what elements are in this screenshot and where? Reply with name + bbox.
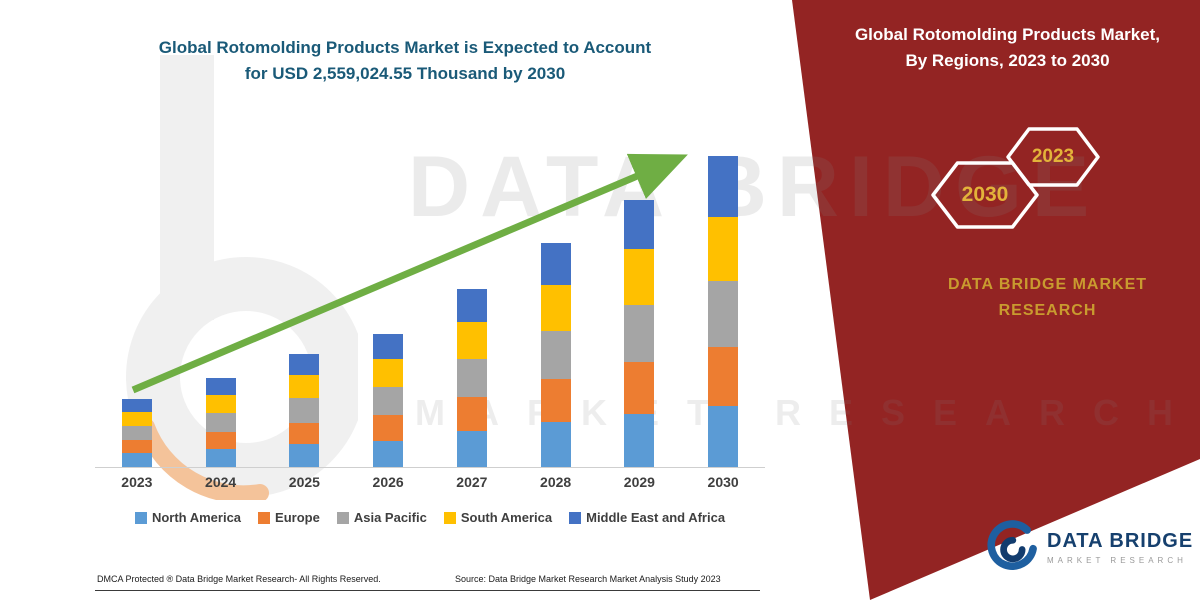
bar-segment <box>289 444 320 467</box>
bar-segment <box>205 377 236 395</box>
logo-name: DATA BRIDGE <box>1047 529 1194 552</box>
bar-column-2028 <box>514 155 598 467</box>
bar-segment <box>121 453 152 467</box>
bar-column-2027 <box>430 155 514 467</box>
panel-brand-line2: RESEARCH <box>998 302 1097 320</box>
bar-segment <box>373 440 404 467</box>
hexagon-2023-label: 2023 <box>1031 146 1075 167</box>
hexagon-2023: 2023 <box>1005 126 1101 188</box>
legend-swatch-icon <box>336 511 349 524</box>
bar-segment <box>540 422 571 467</box>
legend-item: Middle East and Africa <box>569 510 725 525</box>
bar-segment <box>121 398 152 412</box>
legend-item: South America <box>443 510 553 525</box>
bar-column-2030 <box>681 155 765 467</box>
bar-segment <box>708 346 739 407</box>
legend-swatch-icon <box>569 511 582 524</box>
legend-item: Asia Pacific <box>336 510 427 525</box>
stacked-bar-2024 <box>205 377 236 467</box>
bar-segment <box>624 413 655 467</box>
bar-column-2026 <box>346 155 430 467</box>
stacked-bar-2023 <box>121 398 152 467</box>
legend-label: Europe <box>275 510 320 525</box>
x-axis-label: 2023 <box>121 474 153 490</box>
bar-column-2025 <box>263 155 347 467</box>
source-note: Source: Data Bridge Market Research Mark… <box>455 574 721 584</box>
bar-segment <box>456 396 487 432</box>
legend-label: Asia Pacific <box>353 510 427 525</box>
legend-label: Middle East and Africa <box>586 510 726 525</box>
bar-column-2029 <box>598 155 682 467</box>
stacked-bar-2028 <box>540 243 571 467</box>
stacked-bar-2025 <box>289 354 320 467</box>
legend-swatch-icon <box>134 511 147 524</box>
chart-title-line2: for USD 2,559,024.55 Thousand by 2030 <box>244 64 566 84</box>
bar-segment <box>456 288 487 323</box>
bar-segment <box>540 243 571 285</box>
chart-legend: North America Europe Asia Pacific South Ame… <box>75 510 785 525</box>
bar-segment <box>624 361 655 414</box>
bar-column-2023 <box>95 155 179 467</box>
bar-segment <box>373 359 404 387</box>
legend-item: North America <box>134 510 242 525</box>
bar-segment <box>289 375 320 399</box>
panel-brand-line1: DATA BRIDGE MARKET <box>947 276 1148 293</box>
panel-brand-text: DATA BRIDGE MARKET RESEARCH <box>925 272 1170 325</box>
footer-divider <box>95 590 760 591</box>
x-axis-label: 2025 <box>288 474 320 490</box>
legend-swatch-icon <box>443 511 456 524</box>
bar-segment <box>708 281 739 347</box>
x-axis-label: 2029 <box>623 474 655 490</box>
hexagon-2030-label: 2030 <box>961 183 1009 206</box>
bar-segment <box>708 216 739 282</box>
bar-segment <box>456 431 487 467</box>
bar-segment <box>708 406 739 467</box>
chart-title-line1: Global Rotomolding Products Market is Ex… <box>158 38 652 57</box>
bar-segment <box>540 284 571 332</box>
logo-tagline: MARKET RESEARCH <box>1047 555 1187 565</box>
bar-segment <box>205 432 236 450</box>
bar-segment <box>289 354 320 376</box>
bar-segment <box>121 440 152 454</box>
bar-segment <box>121 425 152 441</box>
bar-segment <box>624 199 655 250</box>
bar-segment <box>456 322 487 359</box>
legend-label: North America <box>151 510 242 525</box>
bar-segment <box>373 334 404 360</box>
legend-item: Europe <box>258 510 320 525</box>
stacked-bar-2029 <box>624 199 655 467</box>
bar-segment <box>624 304 655 362</box>
x-axis-labels: 2023 2024 2025 2026 2027 2028 2029 2030 <box>95 474 765 490</box>
x-axis-label: 2024 <box>205 474 237 490</box>
stacked-bar-2026 <box>373 334 404 467</box>
data-bridge-logo: DATA BRIDGE MARKET RESEARCH <box>985 520 1193 574</box>
x-axis-label: 2026 <box>372 474 404 490</box>
stacked-bar-2030 <box>708 156 739 467</box>
bar-segment <box>540 331 571 379</box>
bar-segment <box>456 359 487 397</box>
chart-title: Global Rotomolding Products Market is Ex… <box>95 35 715 88</box>
stacked-bar-2027 <box>456 288 487 467</box>
bar-segment <box>540 378 571 423</box>
bar-segment <box>205 449 236 467</box>
dmca-notice: DMCA Protected ® Data Bridge Market Rese… <box>97 574 381 584</box>
bar-segment <box>289 422 320 445</box>
bar-segment <box>373 386 404 415</box>
stacked-bar-chart <box>95 155 765 468</box>
bar-segment <box>289 398 320 423</box>
bar-segment <box>624 249 655 305</box>
bar-segment <box>205 394 236 414</box>
bar-segment <box>373 414 404 441</box>
x-axis-label: 2028 <box>540 474 572 490</box>
data-bridge-logo-icon <box>987 520 1037 570</box>
bar-column-2024 <box>179 155 263 467</box>
bar-segment <box>708 156 739 217</box>
x-axis-label: 2030 <box>707 474 739 490</box>
legend-label: South America <box>460 510 553 525</box>
bar-segment <box>121 411 152 426</box>
x-axis-label: 2027 <box>456 474 488 490</box>
legend-swatch-icon <box>258 511 271 524</box>
panel-title: Global Rotomolding Products Market, By R… <box>854 25 1161 70</box>
bar-segment <box>205 413 236 433</box>
